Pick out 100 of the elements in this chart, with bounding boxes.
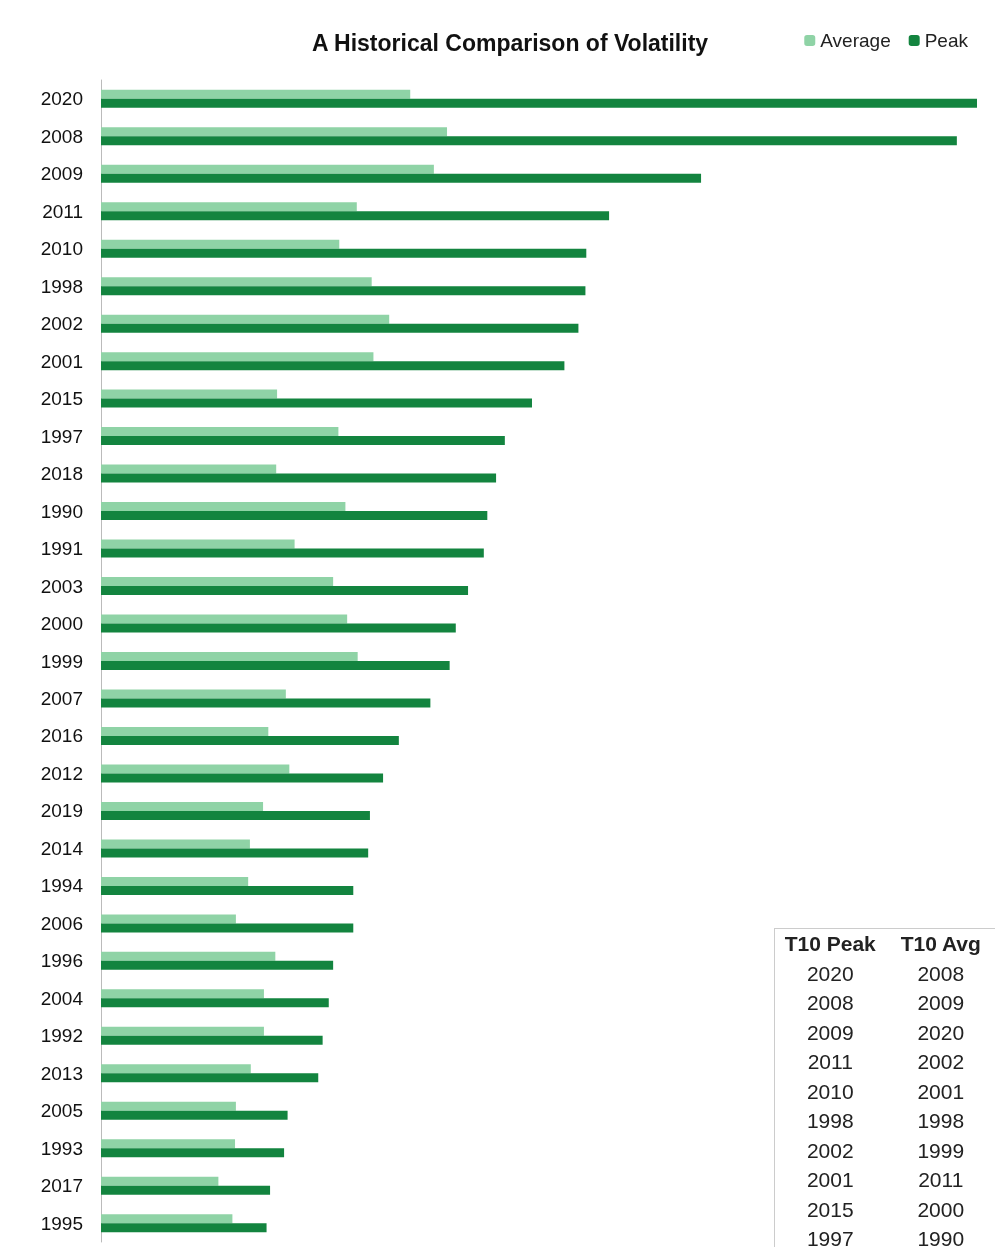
annotation: 2020 <box>916 1019 966 1046</box>
bar <box>101 839 250 849</box>
bar <box>101 689 286 699</box>
y-tick-label: 1994 <box>40 875 84 897</box>
bar <box>101 764 290 774</box>
bar <box>101 998 329 1008</box>
y-tick-label: 2000 <box>40 613 83 635</box>
y-tick-label: 2016 <box>40 725 83 747</box>
bar <box>101 389 278 399</box>
y-tick-label: 2018 <box>40 463 83 485</box>
bar <box>101 539 295 549</box>
bar <box>101 473 497 483</box>
bar <box>101 914 236 924</box>
annotation: 1998 <box>805 1108 855 1134</box>
y-tick-label: 2017 <box>40 1175 83 1197</box>
legend-label: Peak <box>924 30 969 51</box>
bar <box>101 548 484 558</box>
annotation: 1990 <box>916 1226 966 1247</box>
y-tick-label: 1992 <box>40 1025 83 1047</box>
y-tick-label: 2012 <box>40 762 83 784</box>
annotation: 2000 <box>916 1196 966 1223</box>
bar <box>101 1101 236 1111</box>
bar <box>101 1214 233 1224</box>
y-tick-label: 2010 <box>40 238 83 260</box>
y-tick-label: 2005 <box>40 1100 83 1122</box>
bar <box>101 661 450 670</box>
y-tick-label: 1997 <box>40 425 83 447</box>
chart-title: A Historical Comparison of Volatility <box>311 29 709 56</box>
bar <box>101 876 249 886</box>
bar <box>101 885 354 895</box>
bar <box>101 1026 264 1036</box>
bar <box>101 1110 288 1120</box>
bar <box>101 136 957 146</box>
bar <box>101 848 369 858</box>
bar <box>101 698 431 708</box>
annotation: 2002 <box>916 1049 966 1075</box>
bar <box>101 164 434 174</box>
bar <box>101 652 358 661</box>
annotation: 2020 <box>805 960 855 987</box>
bar <box>101 623 456 633</box>
bar <box>101 773 384 783</box>
y-tick-label: 2004 <box>40 987 84 1009</box>
annotation: 2001 <box>916 1078 966 1105</box>
bar <box>101 239 340 249</box>
annotation: 2011 <box>917 1167 965 1193</box>
bar <box>101 314 390 324</box>
y-tick-label: 1998 <box>40 275 83 297</box>
annotation: 2009 <box>805 1019 855 1046</box>
y-tick-label: 2011 <box>42 200 83 222</box>
y-tick-label: 2002 <box>40 313 83 335</box>
bar <box>101 577 334 587</box>
bar <box>101 923 354 933</box>
bar <box>101 1064 251 1074</box>
bar <box>101 726 269 736</box>
annotation: T10 Peak <box>783 931 877 957</box>
y-tick-label: 2008 <box>40 125 83 147</box>
bar <box>101 951 276 961</box>
bar <box>101 248 587 258</box>
bar <box>101 1176 219 1186</box>
y-tick-label: 1996 <box>40 950 83 972</box>
bar <box>101 127 448 137</box>
y-tick-label: 2007 <box>40 687 83 709</box>
bar <box>101 427 339 437</box>
annotation: 2002 <box>805 1137 855 1164</box>
annotation: 1998 <box>916 1108 966 1134</box>
y-tick-label: 1999 <box>40 650 83 672</box>
bar <box>101 352 374 362</box>
bar <box>101 511 488 521</box>
bar <box>101 1035 323 1045</box>
bar <box>101 1223 267 1233</box>
bar <box>101 989 264 999</box>
bar <box>101 436 505 446</box>
bar <box>101 1139 236 1149</box>
bar <box>101 960 334 970</box>
y-tick-label: 1990 <box>40 500 83 522</box>
annotation: 1999 <box>916 1137 966 1164</box>
y-tick-label: 2019 <box>40 800 83 822</box>
bar <box>101 1073 319 1083</box>
bar <box>101 173 702 183</box>
bar <box>101 586 469 596</box>
bar <box>101 323 579 333</box>
bar <box>101 361 565 371</box>
annotation: 1997 <box>805 1226 855 1247</box>
annotation: T10 Avg <box>899 931 982 957</box>
bar <box>101 398 532 408</box>
bar <box>101 810 370 820</box>
bar <box>101 202 357 212</box>
bar <box>101 1185 271 1195</box>
y-tick-label: 1993 <box>40 1137 83 1159</box>
bar <box>101 89 411 99</box>
y-tick-label: 2003 <box>40 575 83 597</box>
legend-label: Average <box>820 30 891 51</box>
y-tick-label: 1995 <box>40 1212 83 1234</box>
bar <box>101 211 610 221</box>
y-tick-label: 2020 <box>40 88 83 110</box>
bar <box>101 735 399 745</box>
bar <box>101 801 264 811</box>
annotation: 2011 <box>806 1049 854 1075</box>
annotation: 2009 <box>916 990 966 1016</box>
bar <box>101 502 346 512</box>
